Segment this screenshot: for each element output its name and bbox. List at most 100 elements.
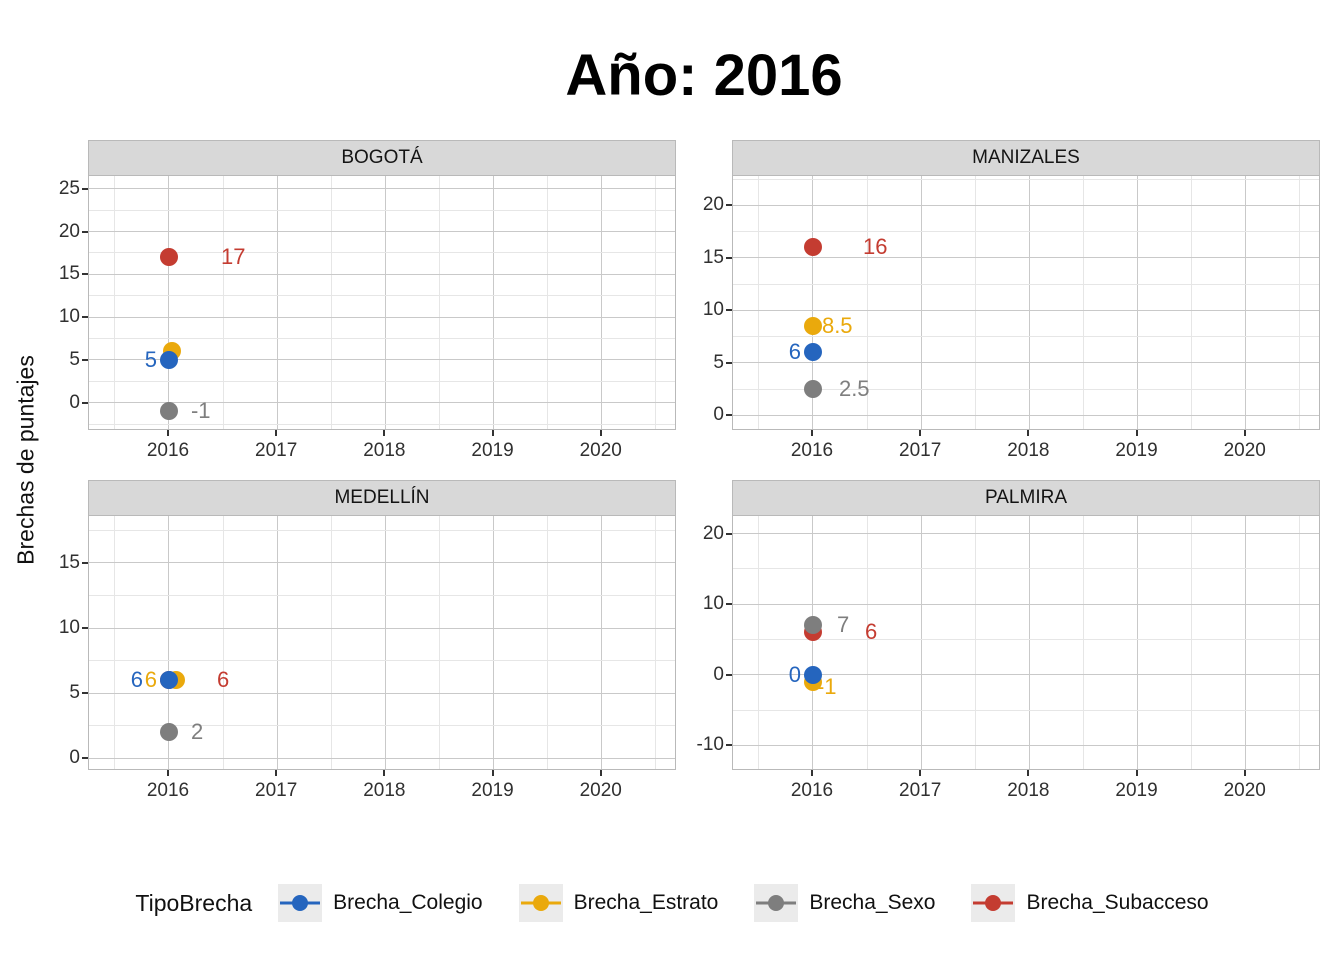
facet-strip: BOGOTÁ	[88, 140, 676, 176]
gridline-minor-h	[89, 529, 675, 531]
point-value-label: 16	[862, 234, 888, 260]
point-value-label: 6	[130, 667, 143, 693]
gridline-major-h	[733, 309, 1319, 311]
gridline-minor-h	[733, 336, 1319, 338]
x-tick-label: 2016	[790, 780, 834, 801]
y-tick-label: 10	[702, 299, 724, 321]
gridline-major-v	[493, 516, 495, 769]
x-tick-label: 2020	[579, 440, 622, 461]
gridline-major-v	[812, 176, 814, 429]
legend-item: Brecha_Subacceso	[971, 884, 1209, 922]
legend-item: Brecha_Sexo	[754, 884, 935, 922]
gridline-major-v	[920, 176, 922, 429]
x-tick-mark	[166, 770, 169, 776]
y-tick-label: 10	[702, 593, 724, 615]
y-tick-label: 15	[58, 263, 80, 285]
y-tick-label: 20	[58, 220, 80, 242]
y-tick-label: 5	[69, 348, 80, 370]
point-value-label: 7	[836, 612, 850, 638]
point-value-label: 2	[190, 719, 204, 745]
x-tick-mark	[1243, 770, 1246, 776]
gridline-minor-v	[114, 516, 116, 769]
y-tick-label: 5	[69, 682, 80, 704]
gridline-minor-v	[222, 516, 224, 769]
gridline-major-v	[384, 516, 386, 769]
x-tick-mark	[1135, 430, 1138, 436]
gridline-minor-v	[974, 176, 976, 429]
gridline-minor-h	[89, 380, 675, 382]
y-tick-mark	[82, 187, 88, 190]
x-tick-label: 2018	[1007, 440, 1050, 461]
y-axis-title: Brechas de puntajes	[12, 355, 39, 565]
legend-key	[971, 884, 1016, 922]
gridline-major-v	[168, 176, 170, 429]
y-tick-mark	[82, 561, 88, 564]
facet-panel-group: BOGOTÁ1765-12016201720182019202005101520…	[59, 140, 676, 461]
chart-title: Año: 2016	[565, 43, 843, 108]
data-point	[159, 723, 178, 742]
point-value-label: 17	[220, 244, 246, 270]
y-tick-mark	[82, 316, 88, 319]
x-tick-mark	[491, 770, 494, 776]
gridline-major-h	[733, 674, 1319, 676]
legend-point-icon	[985, 895, 1002, 911]
legend-key	[754, 884, 799, 922]
gridline-major-h	[89, 627, 675, 629]
y-tick-mark	[726, 673, 732, 676]
x-tick-label: 2020	[1223, 440, 1266, 461]
gridline-minor-h	[89, 725, 675, 727]
y-tick-mark	[82, 401, 88, 404]
facet-plot-panel: 6 7 -1 0	[732, 516, 1320, 770]
y-tick-label: 0	[713, 663, 724, 685]
x-tick-label: 2018	[1007, 780, 1050, 801]
gridline-minor-v	[655, 176, 657, 429]
gridline-minor-v	[1082, 516, 1084, 769]
y-tick-mark	[82, 230, 88, 233]
x-tick-mark	[383, 770, 386, 776]
point-value-label: 6	[216, 667, 230, 693]
x-tick-label: 2020	[1223, 780, 1266, 801]
gridline-major-v	[168, 516, 170, 769]
y-tick-mark	[726, 204, 732, 207]
legend-label: Brecha_Estrato	[573, 891, 719, 914]
y-tick-mark	[726, 414, 732, 417]
gridline-minor-h	[89, 295, 675, 297]
y-tick-label: 0	[69, 747, 80, 769]
gridline-minor-v	[547, 176, 549, 429]
gridline-major-h	[89, 692, 675, 694]
gridline-major-h	[89, 231, 675, 233]
x-tick-mark	[810, 430, 813, 436]
legend-point-icon	[768, 895, 785, 911]
y-tick-label: -10	[696, 734, 724, 756]
gridline-minor-v	[758, 176, 760, 429]
x-tick-mark	[1243, 430, 1246, 436]
facet-panel-group: MEDELLÍN 6 6 6 2 2016 2017 2018 2019 2020 0 5 10 15	[59, 480, 676, 801]
gridline-major-h	[89, 359, 675, 361]
y-tick-mark	[82, 273, 88, 276]
gridline-major-h	[733, 533, 1319, 535]
y-tick-label: 15	[58, 551, 80, 573]
y-tick-label: 10	[58, 306, 80, 328]
gridline-minor-v	[974, 516, 976, 769]
gridline-minor-h	[733, 178, 1319, 180]
x-tick-label: 2016	[790, 440, 834, 461]
gridline-major-h	[733, 204, 1319, 206]
point-value-label: 8.5	[821, 313, 853, 339]
gridline-minor-v	[547, 516, 549, 769]
gridline-major-v	[276, 176, 278, 429]
y-tick-mark	[726, 603, 732, 606]
y-tick-mark	[726, 532, 732, 535]
data-point	[803, 343, 822, 362]
point-value-label: 5	[144, 346, 157, 372]
legend-key	[518, 884, 563, 922]
gridline-major-v	[601, 176, 603, 429]
point-value-label: 6	[144, 667, 157, 693]
gridline-minor-h	[89, 209, 675, 211]
data-point	[159, 248, 178, 267]
gridline-minor-v	[438, 176, 440, 429]
gridline-minor-v	[758, 516, 760, 769]
gridline-major-h	[89, 316, 675, 318]
facet-plot-panel: 1765-1	[88, 176, 676, 430]
gridline-minor-v	[330, 516, 332, 769]
